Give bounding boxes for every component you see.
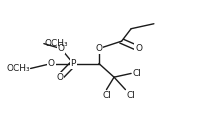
- Text: Cl: Cl: [126, 91, 135, 100]
- Text: O: O: [135, 44, 142, 53]
- Text: Cl: Cl: [132, 69, 141, 78]
- Text: O: O: [57, 73, 63, 82]
- Text: P: P: [71, 59, 76, 68]
- Text: O: O: [48, 59, 55, 68]
- Text: Cl: Cl: [102, 91, 111, 100]
- Text: O: O: [58, 44, 64, 53]
- Text: O: O: [95, 44, 102, 53]
- Text: OCH₃: OCH₃: [45, 39, 68, 48]
- Text: OCH₃: OCH₃: [6, 64, 30, 73]
